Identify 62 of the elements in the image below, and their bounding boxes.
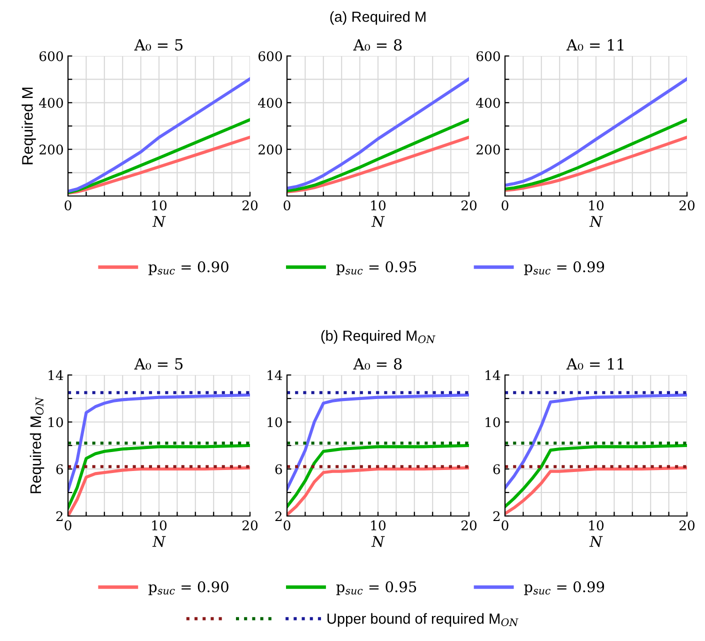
y-tick-label: 600 <box>258 51 282 62</box>
x-tick-label: 20 <box>462 200 477 210</box>
x-tick-label: 0 <box>284 520 290 530</box>
x-tick-label: 20 <box>242 200 258 210</box>
chart-subtitle: (a) Required M <box>330 11 426 25</box>
x-axis-title: N <box>589 216 603 228</box>
chart-title: A₀ = 5 <box>134 39 183 51</box>
legend-label: p$_{suc}$ = 0.95 <box>336 261 416 276</box>
x-tick-label: 20 <box>680 520 695 530</box>
y-tick-label: 200 <box>258 144 282 155</box>
y-tick-label: 400 <box>476 98 500 108</box>
x-axis-title: N <box>152 216 166 228</box>
y-tick-label: 6 <box>56 464 63 474</box>
chart-title: A₀ = 11 <box>566 39 624 51</box>
y-tick-label: 600 <box>476 51 500 62</box>
y-tick-label: 6 <box>493 464 500 474</box>
x-tick-label: 10 <box>371 200 386 210</box>
chart-title: A₀ = 11 <box>566 358 624 370</box>
x-tick-label: 20 <box>462 520 477 530</box>
x-tick-label: 0 <box>502 520 508 530</box>
x-tick-label: 0 <box>502 200 508 210</box>
y-tick-label: 14 <box>48 370 64 380</box>
x-tick-label: 0 <box>64 200 72 210</box>
x-tick-label: 10 <box>152 200 167 210</box>
y-tick-label: 10 <box>486 417 500 428</box>
y-tick-label: 10 <box>268 417 282 428</box>
y-axis-title: Required M <box>22 88 36 164</box>
x-axis-title: N <box>371 536 385 548</box>
y-tick-label: 400 <box>258 98 282 108</box>
legend-label: p$_{suc}$ = 0.90 <box>148 261 228 276</box>
chart-subtitle: (b) Required M$_{ON}$ <box>321 330 436 344</box>
x-tick-label: 10 <box>589 200 604 210</box>
y-tick-label: 200 <box>40 144 63 155</box>
x-tick-label: 0 <box>64 520 72 530</box>
legend-label: Upper bound of required M$_{ON}$ <box>328 613 518 627</box>
y-tick-label: 600 <box>40 51 63 62</box>
x-tick-label: 20 <box>242 520 258 530</box>
legend-label: p$_{suc}$ = 0.99 <box>524 261 604 276</box>
x-tick-label: 10 <box>371 520 386 530</box>
x-axis-title: N <box>152 536 166 548</box>
x-tick-label: 0 <box>284 200 290 210</box>
x-tick-label: 10 <box>152 520 167 530</box>
y-tick-label: 200 <box>476 144 500 155</box>
y-tick-label: 2 <box>56 511 63 522</box>
y-tick-label: 400 <box>39 98 63 108</box>
y-tick-label: 2 <box>493 511 500 522</box>
x-axis-title: N <box>589 536 603 548</box>
chart-title: A₀ = 5 <box>134 358 183 370</box>
y-tick-label: 6 <box>275 464 282 474</box>
y-tick-label: 14 <box>268 370 282 380</box>
y-tick-label: 14 <box>486 370 500 380</box>
x-axis-title: N <box>371 216 385 228</box>
x-tick-label: 10 <box>589 520 604 530</box>
y-tick-label: 2 <box>275 511 282 522</box>
y-tick-label: 10 <box>48 417 63 428</box>
y-axis-title: Required M$_{ON}$ <box>30 396 44 494</box>
legend-label: p$_{suc}$ = 0.95 <box>336 581 416 596</box>
x-tick-label: 20 <box>680 200 695 210</box>
legend-label: p$_{suc}$ = 0.90 <box>148 581 228 596</box>
legend-label: p$_{suc}$ = 0.99 <box>524 581 604 596</box>
chart-title: A₀ = 8 <box>353 358 402 370</box>
chart-title: A₀ = 8 <box>353 39 402 51</box>
